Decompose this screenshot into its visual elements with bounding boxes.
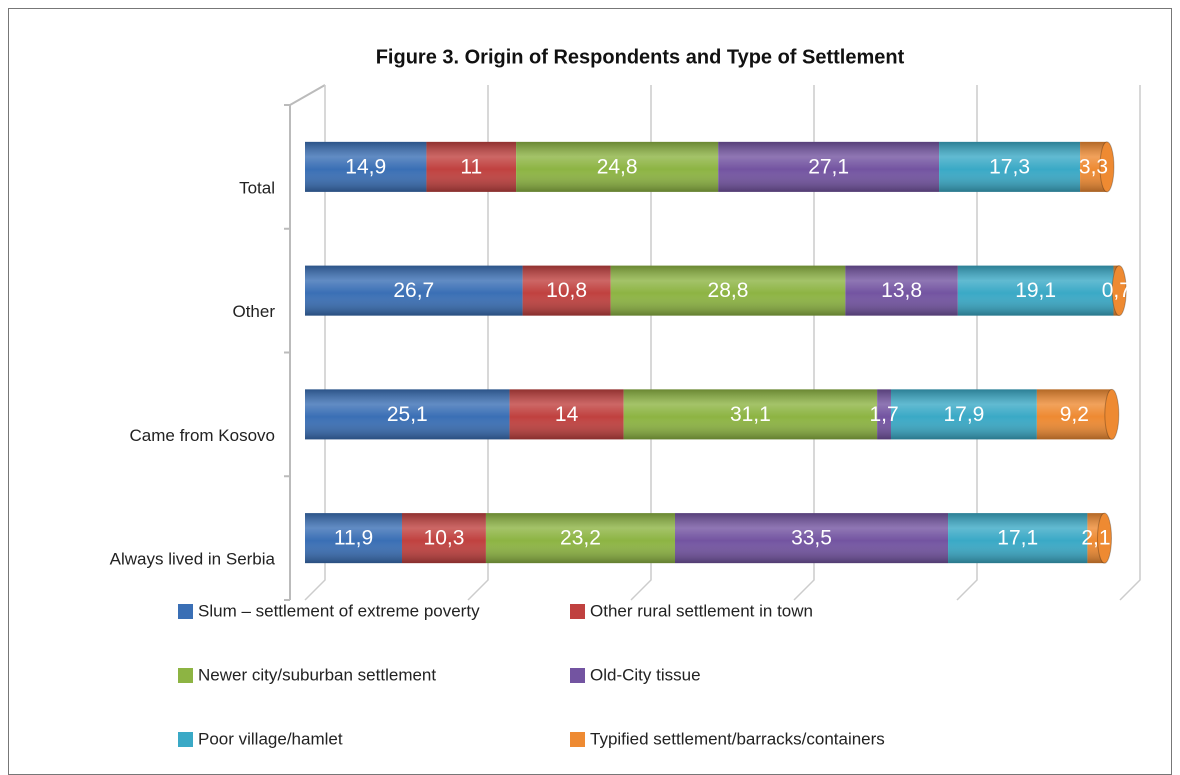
y-tick-label: Came from Kosovo (130, 426, 276, 445)
data-label: 2,1 (1081, 527, 1110, 550)
grid-line (467, 85, 489, 601)
data-label: 17,9 (943, 403, 984, 426)
data-label: 26,7 (393, 279, 434, 302)
bar-cap (1099, 141, 1115, 193)
chart-title: Figure 3. Origin of Respondents and Type… (376, 46, 905, 68)
data-label: 1,7 (869, 403, 898, 426)
grid-line (956, 85, 978, 601)
data-label: 10,8 (546, 279, 587, 302)
bar-cap (1111, 265, 1127, 317)
legend-label: Slum – settlement of extreme poverty (198, 601, 480, 620)
data-label: 11 (460, 155, 482, 178)
grid-line (793, 85, 815, 601)
data-label: 13,8 (881, 279, 922, 302)
legend-swatch (178, 604, 193, 619)
legend-label: Other rural settlement in town (590, 601, 813, 620)
legend-label: Old-City tissue (590, 665, 701, 684)
data-label: 0,7 (1102, 279, 1131, 302)
bar-shading (305, 141, 1107, 192)
data-label: 17,3 (989, 155, 1030, 178)
legend-swatch (178, 732, 193, 747)
grid-line (1119, 85, 1141, 601)
data-label: 9,2 (1060, 403, 1089, 426)
data-label: 24,8 (597, 155, 638, 178)
legend-label: Typified settlement/barracks/containers (590, 729, 885, 748)
legend-swatch (570, 668, 585, 683)
data-label: 10,3 (424, 527, 465, 550)
bar-cap (1097, 512, 1113, 564)
bar-shading (305, 389, 1112, 440)
data-label: 14,9 (345, 155, 386, 178)
y-tick-label: Total (239, 178, 275, 197)
data-label: 14 (555, 403, 579, 426)
data-label: 23,2 (560, 527, 601, 550)
data-label: 3,3 (1079, 155, 1108, 178)
grid-line (304, 85, 326, 601)
legend-swatch (570, 604, 585, 619)
y-tick-label: Other (232, 302, 275, 321)
data-label: 28,8 (708, 279, 749, 302)
data-label: 17,1 (997, 527, 1038, 550)
grid-line (630, 85, 652, 601)
data-label: 27,1 (808, 155, 849, 178)
bar-cap (1104, 388, 1120, 440)
data-label: 33,5 (791, 527, 832, 550)
data-label: 31,1 (730, 403, 771, 426)
data-label: 19,1 (1015, 279, 1056, 302)
y-tick-label: Always lived in Serbia (110, 550, 276, 569)
legend-swatch (570, 732, 585, 747)
bar-shading (305, 265, 1120, 316)
legend-swatch (178, 668, 193, 683)
bar-shading (305, 513, 1105, 564)
data-label: 25,1 (387, 403, 428, 426)
legend-label: Newer city/suburban settlement (198, 665, 436, 684)
legend-label: Poor village/hamlet (198, 729, 343, 748)
data-label: 11,9 (334, 527, 373, 550)
